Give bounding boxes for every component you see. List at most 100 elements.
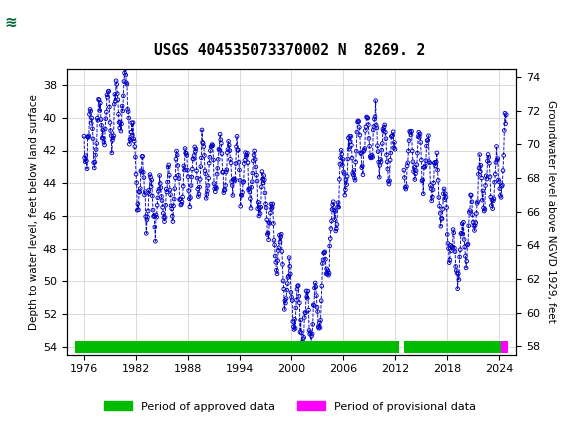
Point [447, 243, 456, 250]
Point [180, 145, 190, 152]
Point [241, 153, 251, 160]
Point [84, 134, 93, 141]
Point [329, 198, 338, 205]
Point [244, 186, 253, 193]
Point [404, 137, 414, 144]
Point [130, 154, 140, 160]
Point [176, 202, 186, 209]
Point [307, 333, 316, 340]
Point [115, 119, 125, 126]
Text: USGS: USGS [26, 14, 77, 31]
Point [175, 196, 184, 203]
Point [316, 317, 325, 324]
Point [363, 115, 372, 122]
Point [381, 135, 390, 142]
Point [451, 248, 460, 255]
Point [164, 164, 173, 171]
Point [350, 175, 359, 181]
Point [110, 101, 119, 108]
Point [432, 159, 441, 166]
Point [205, 154, 215, 161]
Point [342, 177, 351, 184]
Point [415, 134, 424, 141]
Point [490, 179, 499, 186]
Point [390, 139, 399, 146]
Point [151, 212, 161, 218]
Point [487, 202, 496, 209]
Point [376, 158, 386, 165]
Point [114, 111, 123, 118]
Point [168, 213, 177, 220]
Point [219, 189, 229, 196]
Point [291, 304, 300, 311]
Point [444, 245, 453, 252]
Point [91, 152, 100, 159]
Point [298, 346, 307, 353]
Point [178, 194, 187, 200]
Point [287, 289, 296, 296]
Point [302, 288, 311, 295]
Point [274, 247, 283, 254]
Point [281, 295, 291, 302]
Point [336, 154, 345, 161]
Point [418, 177, 427, 184]
Point [385, 181, 394, 187]
Point [142, 230, 151, 237]
Point [96, 100, 105, 107]
Point [472, 210, 481, 217]
Point [99, 135, 108, 142]
Point [302, 293, 311, 300]
Point [351, 148, 361, 155]
Point [258, 176, 267, 183]
Point [97, 135, 107, 141]
Point [259, 172, 269, 179]
Point [168, 218, 177, 225]
Point [192, 167, 201, 174]
Point [332, 225, 341, 232]
Point [220, 187, 229, 194]
Point [286, 270, 295, 277]
Point [424, 132, 433, 139]
Point [358, 163, 367, 169]
Point [376, 156, 385, 163]
Point [138, 153, 147, 160]
Point [346, 138, 355, 145]
Point [299, 334, 309, 341]
Point [412, 161, 422, 168]
Point [126, 137, 135, 144]
Point [403, 160, 412, 166]
Point [102, 92, 111, 98]
Point [467, 192, 476, 199]
Point [433, 177, 443, 184]
Point [209, 180, 219, 187]
Point [476, 168, 485, 175]
Point [165, 172, 174, 179]
Point [468, 212, 477, 218]
Point [241, 149, 250, 156]
Point [204, 182, 213, 189]
Point [190, 144, 200, 150]
Point [337, 151, 346, 158]
Point [327, 218, 336, 224]
Point [118, 108, 128, 114]
Point [351, 159, 360, 166]
Point [212, 171, 222, 178]
Point [360, 145, 369, 152]
Point [283, 274, 292, 281]
Point [269, 237, 278, 244]
Point [97, 122, 106, 129]
Point [135, 188, 144, 195]
Point [240, 157, 249, 164]
Point [485, 160, 494, 167]
Point [437, 215, 447, 222]
Point [95, 107, 104, 114]
Point [276, 233, 285, 240]
Point [117, 120, 126, 127]
Point [501, 120, 510, 127]
Point [222, 169, 231, 175]
Point [215, 147, 224, 154]
Point [389, 144, 398, 151]
Point [364, 135, 374, 142]
Point [276, 239, 285, 246]
Point [88, 135, 97, 142]
